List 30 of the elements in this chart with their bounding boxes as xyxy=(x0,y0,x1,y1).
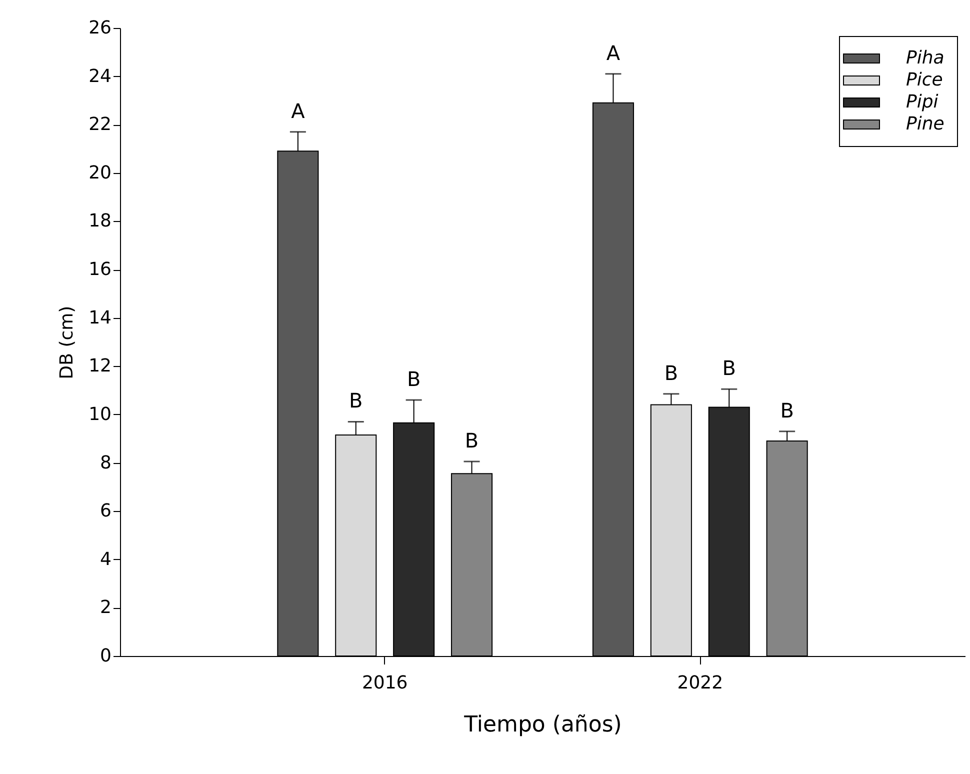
y-tick-label: 0 xyxy=(100,646,112,666)
legend-label: Piha xyxy=(906,48,944,68)
data-label: B xyxy=(780,398,794,422)
data-label: B xyxy=(464,428,479,453)
x-tick-label: 2016 xyxy=(362,672,408,694)
data-label: B xyxy=(664,360,678,385)
y-tick-label: 24 xyxy=(88,66,112,87)
data-label: B xyxy=(722,356,736,380)
y-tick-label: 14 xyxy=(88,307,112,328)
data-label: B xyxy=(349,388,363,413)
y-tick-label: 8 xyxy=(100,452,112,474)
y-tick-label: 20 xyxy=(88,162,112,184)
y-tick-label: 26 xyxy=(88,18,112,38)
data-label: A xyxy=(606,40,620,65)
y-tick-label: 12 xyxy=(88,356,112,377)
y-tick-label: 16 xyxy=(88,259,112,280)
y-tick-label: 10 xyxy=(88,404,112,425)
x-tick-label: 2022 xyxy=(677,672,724,694)
y-tick-label: 6 xyxy=(100,500,112,522)
legend-label: Pice xyxy=(906,70,943,90)
data-label: B xyxy=(406,366,421,391)
legend-label: Pipi xyxy=(906,92,938,112)
y-tick-label: 4 xyxy=(100,548,112,570)
x-axis-title: Tiempo (años) xyxy=(463,712,622,738)
legend-label: Pine xyxy=(906,114,944,134)
data-label: A xyxy=(291,98,306,123)
y-axis-title: DB (cm) xyxy=(56,306,78,380)
y-tick-label: 18 xyxy=(88,210,112,232)
y-tick-label: 2 xyxy=(100,597,112,618)
y-tick-label: 22 xyxy=(88,114,112,136)
